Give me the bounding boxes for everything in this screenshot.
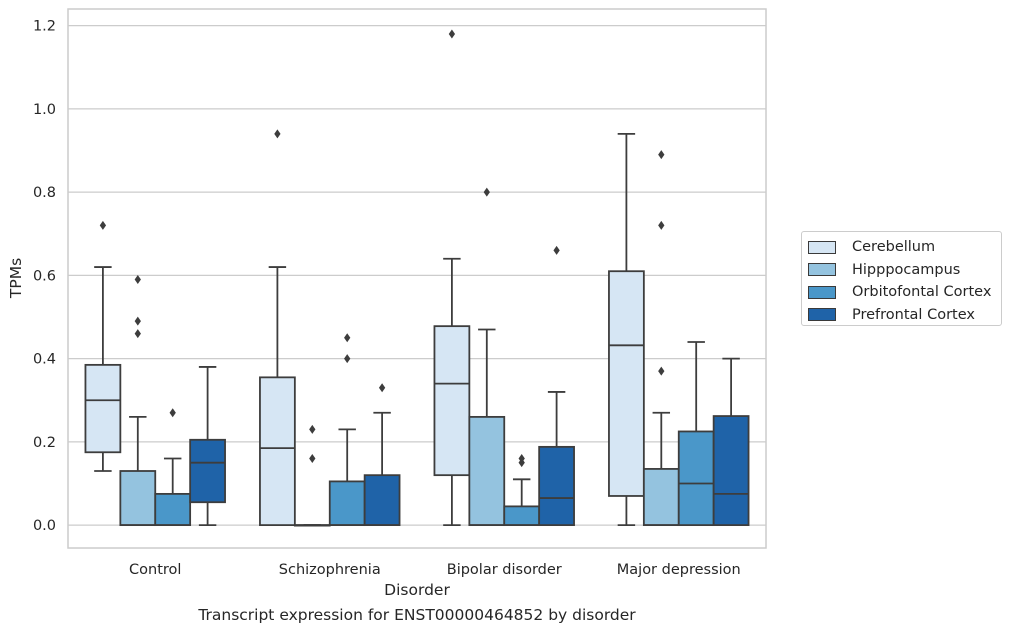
box-body [154,492,192,527]
legend-swatch [808,263,836,277]
box-orbitofontal-cortex-2 [503,454,541,527]
box-prefrontal-cortex-0 [189,366,226,527]
box-body [712,415,750,527]
x-tick-labels: Control Schizophrenia Bipolar disorder Majo… [129,562,741,578]
box-body [538,445,575,527]
y-tick-label: 0.4 [33,352,56,368]
x-tick-label: Major depression [617,562,741,578]
box-body [608,270,645,497]
y-tick-label: 0.0 [33,518,56,534]
y-tick-label: 0.2 [33,435,56,451]
outlier-point [134,316,141,326]
box-body [503,505,541,527]
y-tick-label: 0.8 [33,185,56,201]
y-tick-label: 1.0 [33,102,56,118]
outlier-point [134,275,141,285]
box-body [363,474,401,527]
legend: Cerebellum Hipppocampus Orbitofontal Corte… [801,231,1002,326]
box-cerebellum-0 [84,220,122,472]
legend-swatch [808,240,836,254]
chart-caption: Transcript expression for ENST0000046485… [198,606,636,624]
y-tick-labels: 0.0 0.2 0.4 0.6 0.8 1.0 1.2 [33,19,56,534]
box-body [642,468,680,527]
y-tick-label: 1.2 [33,19,56,35]
box-orbitofontal-cortex-0 [154,408,192,527]
outlier-point [658,366,665,376]
plot-area-background [68,9,766,548]
legend-item: Prefrontal Cortex [808,304,1001,327]
box-body [189,438,226,504]
outlier-point [274,129,281,139]
box-body [259,376,296,527]
box-cerebellum-3 [608,132,645,527]
outlier-point [134,329,141,339]
box-body [433,325,471,477]
legend-label: Orbitofontal Cortex [852,284,992,301]
legend-item: Cerebellum [808,236,1001,259]
y-axis-title: TPMs [7,258,25,299]
outlier-point [169,408,176,418]
box-prefrontal-cortex-2 [538,245,575,527]
box-body [84,363,122,454]
legend-item: Hipppocampus [808,259,1001,282]
outlier-point [518,454,525,464]
box-cerebellum-1 [259,129,296,527]
outlier-point [448,29,456,39]
outlier-point [483,187,490,197]
box-body [328,480,366,527]
outlier-point [309,424,316,434]
box-cerebellum-2 [433,29,471,527]
outlier-point [658,220,665,230]
box-orbitofontal-cortex-3 [677,341,715,527]
box-body [119,470,157,527]
legend-label: Prefrontal Cortex [852,306,975,323]
box-body [677,430,715,527]
legend-swatch [808,285,836,299]
x-tick-label: Control [129,562,181,578]
outlier-point [378,383,386,393]
box-prefrontal-cortex-1 [363,383,401,527]
plot-frame [67,8,767,549]
box-hipppocampus-0 [119,275,157,527]
box-hipppocampus-2 [468,187,506,527]
outlier-point [344,333,351,343]
x-axis-title: Disorder [384,581,450,599]
outlier-point [309,454,316,464]
box-body [468,415,506,527]
x-tick-label: Schizophrenia [279,562,381,578]
box-series [84,29,750,527]
x-tick-label: Bipolar disorder [447,562,562,578]
outlier-point [658,150,665,160]
legend-label: Cerebellum [852,239,936,256]
outlier-point [553,245,560,255]
legend-item: Orbitofontal Cortex [808,281,1001,304]
box-prefrontal-cortex-3 [712,357,750,527]
legend-swatch [808,308,836,322]
outlier-point [344,354,351,364]
box-hipppocampus-3 [642,150,680,527]
legend-label: Hipppocampus [852,261,961,278]
outlier-point [99,220,107,230]
y-tick-label: 0.6 [33,268,56,284]
